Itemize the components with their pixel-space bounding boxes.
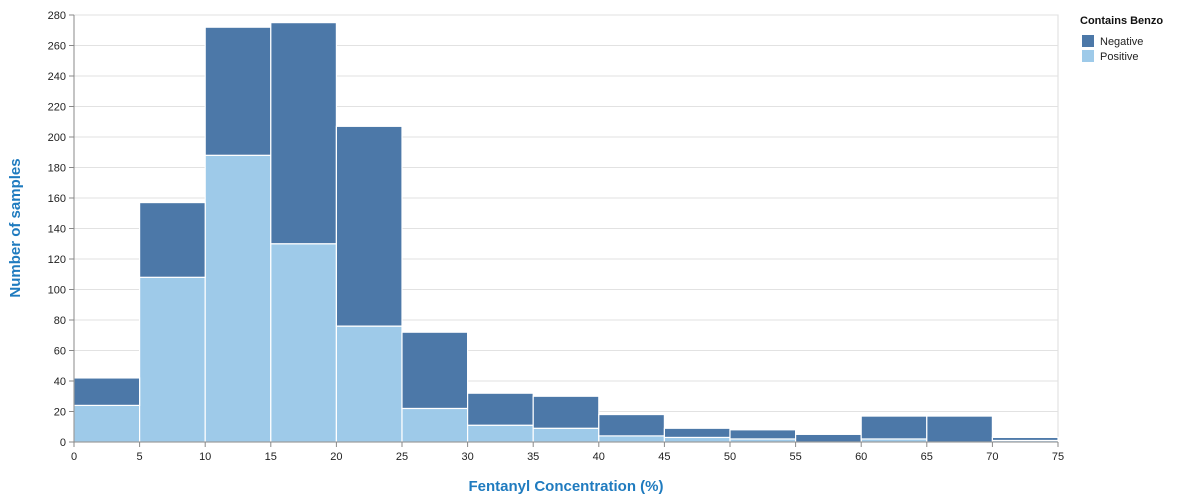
- bar-negative: [991, 436, 1059, 442]
- y-tick-label: 0: [60, 437, 66, 449]
- bar-positive: [532, 427, 600, 443]
- legend-swatch-positive: [1082, 50, 1094, 62]
- legend-items: Negative Positive: [1082, 35, 1143, 63]
- bar-positive: [401, 407, 469, 443]
- bar-positive: [270, 243, 337, 443]
- y-tick-label: 100: [48, 285, 66, 297]
- x-tick-label: 5: [137, 451, 143, 463]
- x-tick-label: 50: [724, 451, 736, 463]
- bar-positive: [598, 435, 665, 443]
- y-tick-label: 240: [48, 71, 66, 83]
- bar-negative: [401, 331, 469, 410]
- axes: 0 20 40 60 80 100 120 140 160 180 200 220 240 260 280 0…: [48, 10, 1064, 463]
- x-tick-label: 55: [789, 451, 801, 463]
- bar-positive: [204, 154, 272, 443]
- y-tick-label: 80: [54, 315, 66, 327]
- x-tick-label: 60: [855, 451, 867, 463]
- bar-positive: [73, 404, 141, 443]
- y-tick-label: 200: [48, 132, 66, 144]
- bar-negative: [663, 427, 731, 439]
- bar-negative: [532, 395, 600, 429]
- legend-title: Contains Benzo: [1080, 15, 1163, 27]
- bar-negative: [467, 392, 534, 426]
- y-tick-label: 60: [54, 346, 66, 358]
- bar-negative: [729, 429, 797, 440]
- legend-label-positive: Positive: [1100, 51, 1139, 63]
- bar-positive: [467, 424, 534, 443]
- bar-negative: [860, 415, 928, 440]
- y-tick-label: 220: [48, 102, 66, 114]
- x-tick-label: 20: [330, 451, 342, 463]
- y-tick-label: 140: [48, 224, 66, 236]
- legend: Contains Benzo Negative Positive: [1080, 15, 1163, 63]
- y-tick-label: 40: [54, 376, 66, 388]
- legend-label-negative: Negative: [1100, 36, 1143, 48]
- bar-negative: [598, 413, 665, 437]
- x-tick-label: 35: [527, 451, 539, 463]
- y-tick-label: 20: [54, 407, 66, 419]
- x-tick-label: 15: [265, 451, 277, 463]
- x-axis-title: Fentanyl Concentration (%): [468, 478, 663, 495]
- x-tick-label: 65: [921, 451, 933, 463]
- x-tick-label: 30: [461, 451, 473, 463]
- y-tick-label: 260: [48, 41, 66, 53]
- bar-positive: [139, 276, 206, 443]
- x-tick-label: 0: [71, 451, 77, 463]
- y-axis-title: Number of samples: [7, 158, 24, 297]
- y-tick-label: 160: [48, 193, 66, 205]
- bar-negative: [270, 22, 337, 245]
- y-tick-label: 180: [48, 163, 66, 175]
- bar-negative: [204, 26, 272, 156]
- bar-negative: [926, 415, 993, 443]
- y-tick-label: 120: [48, 254, 66, 266]
- bar-negative: [139, 201, 206, 278]
- bar-negative: [73, 377, 141, 407]
- bars: [73, 22, 1059, 443]
- x-tick-label: 75: [1052, 451, 1064, 463]
- bar-negative: [335, 125, 403, 327]
- bar-positive: [663, 436, 731, 443]
- x-tick-label: 25: [396, 451, 408, 463]
- legend-swatch-negative: [1082, 35, 1094, 47]
- x-tick-label: 10: [199, 451, 211, 463]
- x-tick-label: 40: [593, 451, 605, 463]
- bar-negative: [794, 433, 862, 443]
- bar-positive: [335, 325, 403, 443]
- x-tick-label: 70: [986, 451, 998, 463]
- y-tick-label: 280: [48, 10, 66, 22]
- x-tick-label: 45: [658, 451, 670, 463]
